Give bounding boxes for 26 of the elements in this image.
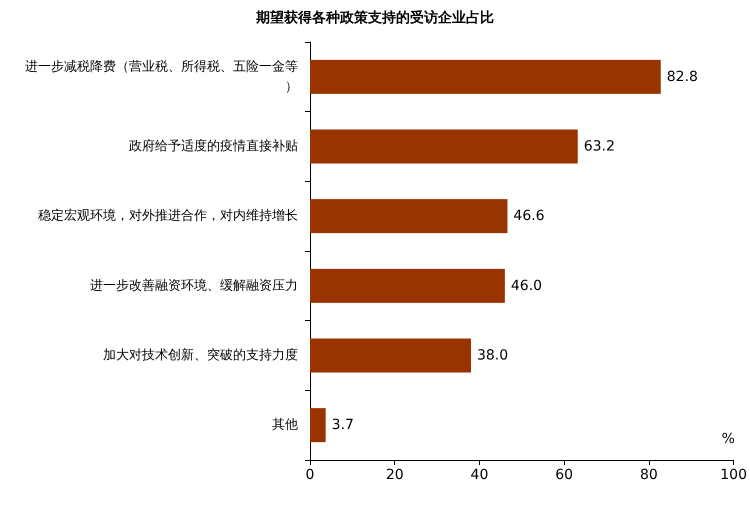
bar	[310, 130, 578, 164]
y-tick-label: 其他	[272, 418, 298, 433]
bar	[310, 268, 505, 303]
bar	[310, 199, 508, 234]
data-label: 3.7	[332, 417, 354, 434]
bar	[310, 338, 471, 372]
y-tick-label: 稳定宏观环境，对外推进合作，对内维持增长	[38, 208, 298, 224]
data-label: 46.6	[513, 208, 545, 224]
x-tick-label: 40	[470, 467, 488, 483]
data-label: 82.8	[666, 68, 698, 85]
x-tick-label: 0	[306, 467, 314, 483]
data-label: 38.0	[476, 348, 508, 364]
x-tick-label: 20	[386, 467, 404, 483]
y-tick-label: 进一步减税降费（营业税、所得税、五险一金等）	[25, 59, 298, 94]
y-tick-label: 政府给予适度的疫情直接补贴	[129, 138, 298, 154]
data-label: 63.2	[584, 138, 615, 154]
x-tick-label: 60	[555, 467, 574, 483]
y-tick-label: 进一步改善融资环境、缓解融资压力	[90, 277, 298, 294]
x-tick-label: 100	[720, 467, 748, 483]
bar	[310, 408, 326, 442]
data-label: 46.0	[510, 278, 542, 294]
x-axis-title: %	[722, 431, 735, 447]
chart-title: 期望获得各种政策支持的受访企业占比	[255, 9, 494, 26]
y-tick-label: 加大对技术创新、突破的支持力度	[103, 347, 298, 363]
x-tick-label: 80	[640, 467, 658, 483]
bar	[310, 60, 661, 94]
